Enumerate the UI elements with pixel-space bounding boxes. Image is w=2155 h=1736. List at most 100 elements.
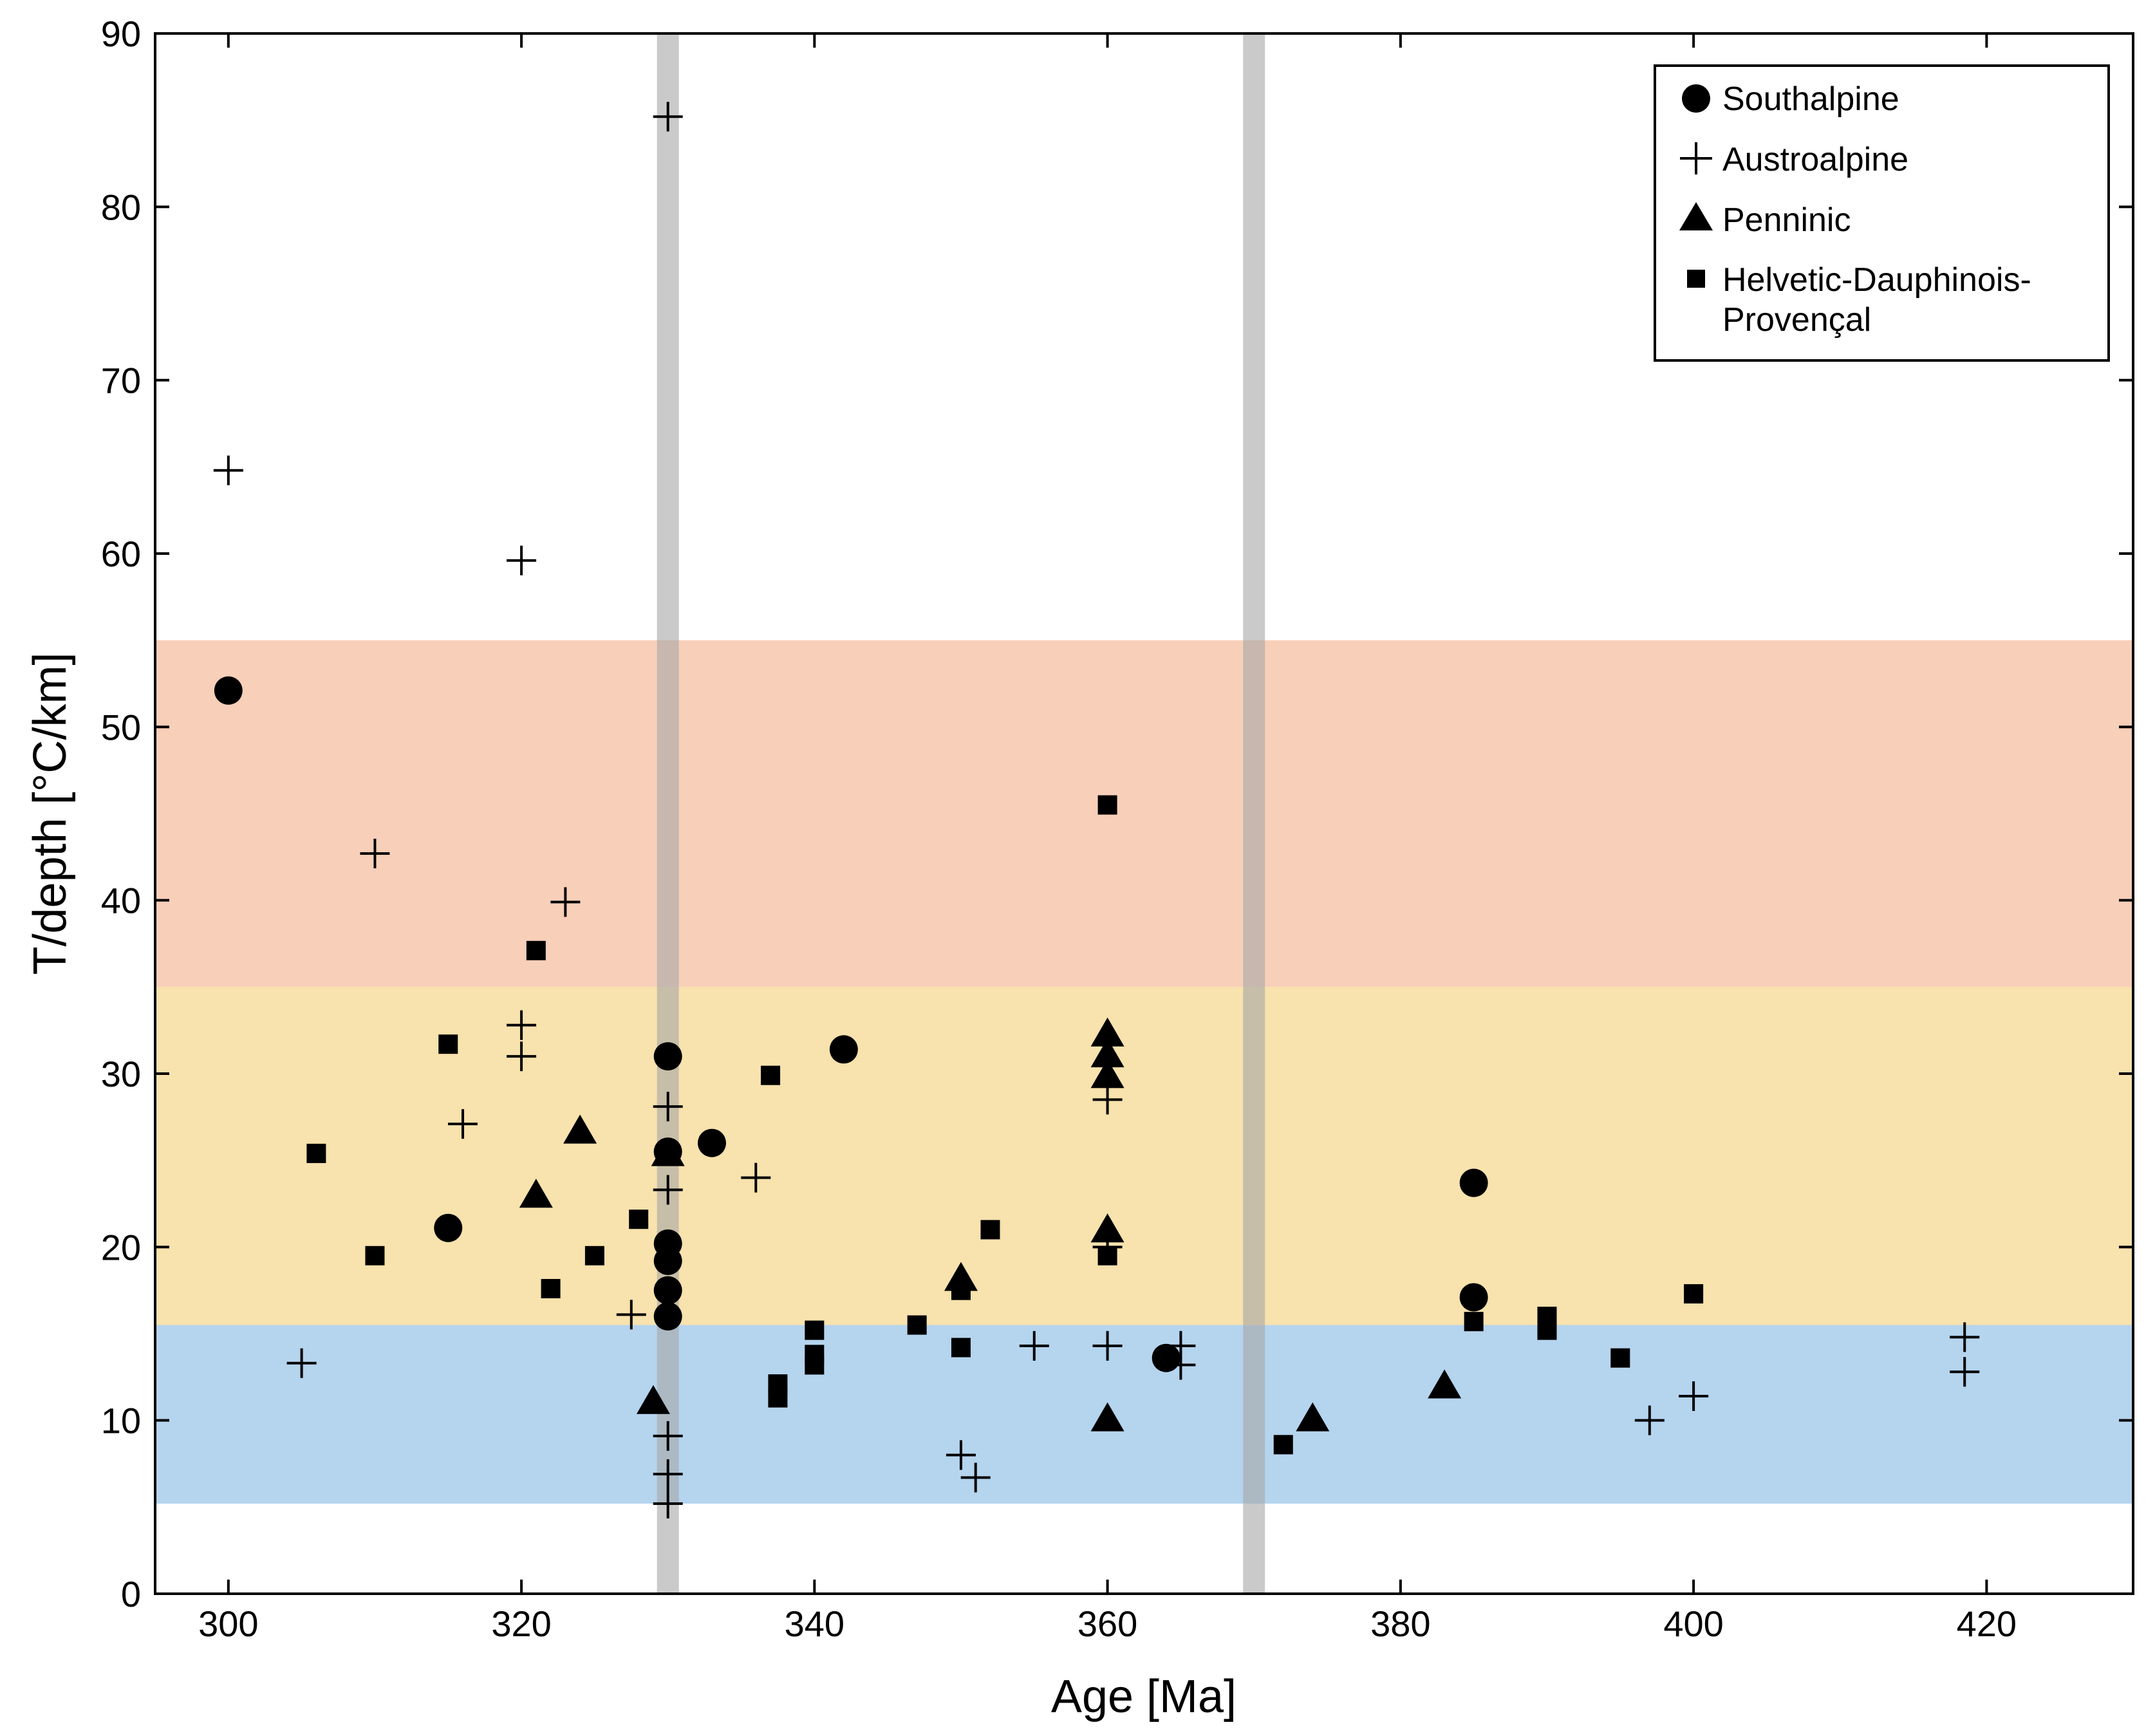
point-austroalpine: [1166, 1350, 1196, 1380]
point-austroalpine: [653, 1488, 683, 1518]
point-southalpine: [697, 1128, 726, 1157]
y-tick-label: 60: [101, 534, 141, 574]
point-austroalpine: [1019, 1330, 1049, 1361]
point-austroalpine: [1679, 1381, 1709, 1411]
point-austroalpine: [653, 1175, 683, 1205]
axis-ticks: [155, 32, 2133, 1595]
point-helvetic-dauphinois-proven-al: [1273, 1435, 1293, 1455]
plot-frame: [154, 32, 2134, 1595]
marker-370: [1243, 33, 1265, 1594]
point-austroalpine: [507, 1010, 537, 1040]
legend-label-helvetic: Helvetic-Dauphinois-: [1722, 261, 2031, 299]
point-austroalpine: [1092, 1085, 1123, 1115]
point-southalpine: [1459, 1283, 1488, 1312]
point-southalpine: [214, 676, 243, 705]
point-austroalpine: [960, 1462, 991, 1493]
point-southalpine: [653, 1302, 682, 1331]
y-axis-title: T/depth [°C/km]: [24, 653, 76, 975]
point-penninic: [563, 1114, 597, 1144]
y-tick-label: 80: [101, 187, 141, 227]
point-helvetic-dauphinois-proven-al: [1610, 1348, 1630, 1368]
point-austroalpine: [507, 1041, 537, 1072]
data-points: [213, 102, 1980, 1518]
point-helvetic-dauphinois-proven-al: [768, 1388, 788, 1408]
point-helvetic-dauphinois-proven-al: [951, 1338, 971, 1358]
medium-gradient-band: [155, 987, 2133, 1325]
high-gradient-band: [155, 640, 2133, 987]
point-penninic: [1296, 1402, 1330, 1432]
legend-label-penninic: Penninic: [1722, 201, 1851, 239]
x-tick-label: 300: [198, 1603, 258, 1644]
point-helvetic-dauphinois-proven-al: [306, 1143, 326, 1163]
point-austroalpine: [360, 838, 390, 868]
y-tick-label: 10: [101, 1401, 141, 1441]
point-helvetic-dauphinois-proven-al: [1097, 1246, 1117, 1265]
point-austroalpine: [1950, 1357, 1980, 1387]
background-bands: [155, 640, 2133, 1504]
x-tick-label: 400: [1663, 1603, 1723, 1644]
y-tick-label: 70: [101, 360, 141, 401]
point-helvetic-dauphinois-proven-al: [805, 1355, 825, 1375]
point-helvetic-dauphinois-proven-al: [1464, 1312, 1484, 1332]
y-tick-label: 40: [101, 881, 141, 921]
point-helvetic-dauphinois-proven-al: [584, 1246, 604, 1265]
x-tick-label: 320: [491, 1603, 551, 1644]
legend: Southalpine Austroalpine Penninic Helvet…: [1654, 64, 2110, 362]
point-austroalpine: [1950, 1322, 1980, 1352]
marker-330: [657, 33, 679, 1594]
point-southalpine: [829, 1035, 858, 1064]
legend-marker-circle: [1682, 84, 1710, 113]
point-southalpine: [1152, 1343, 1180, 1372]
point-penninic: [1090, 1017, 1124, 1047]
point-helvetic-dauphinois-proven-al: [541, 1278, 561, 1298]
point-austroalpine: [653, 1459, 683, 1489]
x-axis-title: Age [Ma]: [1051, 1671, 1236, 1722]
y-tick-label: 0: [121, 1574, 141, 1614]
axis-tick-labels: 300 320 340 360 380 400 420 0 10 20 30 40 50 60 70 80 90: [101, 14, 2017, 1644]
point-helvetic-dauphinois-proven-al: [365, 1246, 385, 1265]
x-tick-label: 360: [1078, 1603, 1137, 1644]
y-tick-label: 90: [101, 14, 141, 54]
point-austroalpine: [741, 1162, 771, 1193]
point-austroalpine: [213, 455, 243, 485]
x-tick-label: 420: [1957, 1603, 2017, 1644]
point-penninic: [1090, 1213, 1124, 1243]
low-gradient-band: [155, 1325, 2133, 1504]
point-southalpine: [653, 1042, 682, 1071]
point-southalpine: [434, 1213, 463, 1242]
legend-label-southalpine: Southalpine: [1722, 80, 1899, 118]
point-austroalpine: [653, 1092, 683, 1122]
point-southalpine: [1459, 1168, 1488, 1197]
point-helvetic-dauphinois-proven-al: [951, 1280, 971, 1300]
point-austroalpine: [1634, 1405, 1665, 1435]
legend-box: [1654, 64, 2110, 362]
point-austroalpine: [448, 1109, 478, 1139]
point-austroalpine: [1092, 1330, 1123, 1361]
legend-marker-plus: [1680, 142, 1712, 174]
y-tick-label: 50: [101, 707, 141, 747]
point-helvetic-dauphinois-proven-al: [1097, 795, 1117, 815]
point-helvetic-dauphinois-proven-al: [805, 1320, 825, 1340]
legend-marker-triangle: [1679, 202, 1713, 230]
point-penninic: [651, 1137, 685, 1166]
point-austroalpine: [616, 1300, 646, 1330]
point-austroalpine: [507, 545, 537, 575]
point-helvetic-dauphinois-proven-al: [438, 1034, 458, 1054]
point-helvetic-dauphinois-proven-al: [526, 940, 546, 960]
point-penninic: [1090, 1038, 1124, 1068]
point-helvetic-dauphinois-proven-al: [761, 1065, 781, 1085]
point-austroalpine: [550, 887, 581, 917]
x-tick-label: 380: [1370, 1603, 1430, 1644]
point-helvetic-dauphinois-proven-al: [1684, 1284, 1704, 1304]
point-penninic: [1090, 1059, 1124, 1088]
point-austroalpine: [653, 102, 683, 132]
legend-label-helvetic-line2: Provençal: [1722, 301, 1871, 339]
vertical-markers: [657, 33, 1265, 1594]
point-austroalpine: [286, 1348, 317, 1378]
legend-label-austroalpine: Austroalpine: [1722, 141, 1908, 178]
point-helvetic-dauphinois-proven-al: [980, 1220, 1000, 1240]
point-penninic: [519, 1179, 553, 1208]
point-southalpine: [653, 1246, 682, 1275]
x-tick-label: 340: [785, 1603, 844, 1644]
